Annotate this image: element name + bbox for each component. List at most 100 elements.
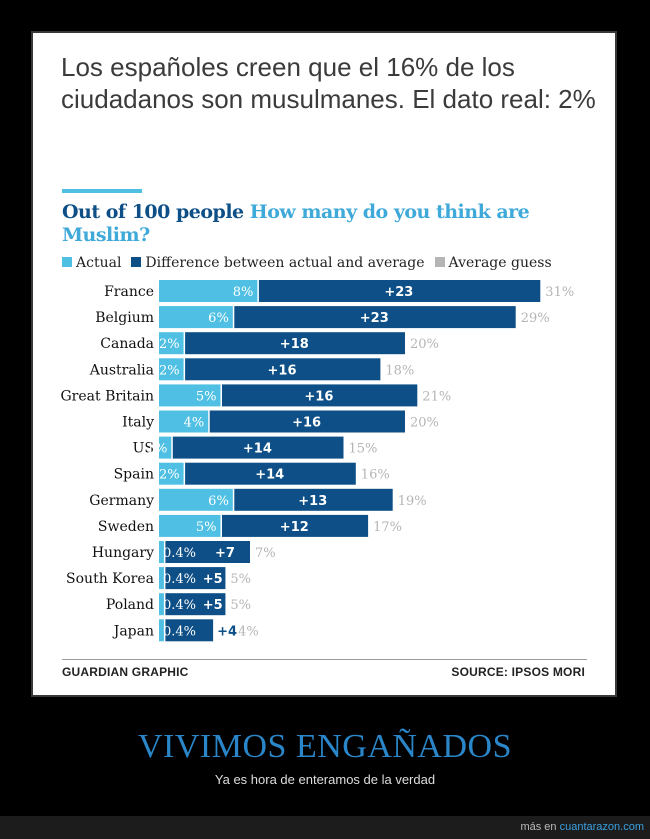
chart-panel: Los españoles creen que el 16% de los ci… <box>31 31 617 697</box>
label-difference: +4 <box>217 624 237 639</box>
bar-actual <box>159 567 164 590</box>
label-difference: +13 <box>298 494 327 509</box>
label-actual: 6% <box>208 311 229 326</box>
bar-difference <box>234 306 516 329</box>
category-label: Spain <box>114 467 154 483</box>
category-label: France <box>104 284 154 300</box>
label-difference: +23 <box>384 285 413 300</box>
category-label: Japan <box>112 623 154 639</box>
label-actual: 0.4% <box>163 546 196 561</box>
graphic-credit: GUARDIAN GRAPHIC <box>62 665 189 679</box>
legend-average: Average guess <box>434 255 552 271</box>
label-average-guess: 15% <box>349 442 378 457</box>
bar-difference <box>165 619 214 642</box>
site-prefix: más en <box>520 821 557 833</box>
bar-difference <box>222 514 369 537</box>
site-credit: más en cuantarazon.com <box>520 821 644 833</box>
category-label: Hungary <box>92 545 154 561</box>
label-average-guess: 19% <box>398 494 427 509</box>
label-average-guess: 16% <box>361 468 390 483</box>
bar-difference <box>185 462 356 485</box>
label-average-guess: 17% <box>373 520 402 535</box>
bar-actual <box>159 462 184 485</box>
label-average-guess: 21% <box>422 389 451 404</box>
site-link[interactable]: cuantarazon.com <box>559 821 644 833</box>
label-average-guess: 20% <box>410 337 439 352</box>
category-label: US <box>133 441 154 457</box>
bar-actual <box>159 358 184 381</box>
label-average-guess: 18% <box>385 363 414 378</box>
label-difference: +16 <box>304 389 333 404</box>
label-difference: +12 <box>280 520 309 535</box>
category-label: Belgium <box>95 310 154 326</box>
label-actual: 4% <box>184 416 205 431</box>
title-accent-rule <box>62 189 142 193</box>
bar-difference <box>172 436 344 459</box>
label-difference: +16 <box>292 416 321 431</box>
label-actual: 6% <box>208 494 229 509</box>
category-label: Great Britain <box>60 388 154 404</box>
label-difference: +14 <box>243 442 272 457</box>
legend-actual: Actual <box>62 255 121 271</box>
bar-chart: France 8% +23 31% Belgium 6% +23 29% Canada 2% +18… <box>60 280 574 642</box>
label-difference: +5 <box>203 598 223 613</box>
legend-label-average: Average guess <box>448 255 552 271</box>
label-difference: +16 <box>268 363 297 378</box>
source-credit: SOURCE: IPSOS MORI <box>451 665 585 679</box>
label-difference: +7 <box>215 546 235 561</box>
category-label: Australia <box>89 362 154 378</box>
bar-actual <box>159 619 164 642</box>
meme-title: VIVIMOS ENGAÑADOS <box>138 728 512 765</box>
label-average-guess: 31% <box>545 285 574 300</box>
bar-difference <box>185 332 405 355</box>
legend-swatch-average <box>434 257 445 267</box>
bar-difference <box>222 384 418 407</box>
label-difference: +18 <box>280 337 309 352</box>
bar-difference <box>234 488 393 511</box>
label-average-guess: 7% <box>255 546 276 561</box>
bar-actual <box>159 306 233 329</box>
label-average-guess: 4% <box>238 624 259 639</box>
legend-label-actual: Actual <box>76 255 122 271</box>
label-actual: 0.4% <box>163 572 196 587</box>
label-actual: 8% <box>233 285 254 300</box>
category-label: Poland <box>106 597 154 613</box>
bar-actual <box>159 541 164 563</box>
bar-difference <box>165 541 251 563</box>
label-actual: 1% <box>147 442 168 457</box>
bar-actual <box>159 280 258 302</box>
bar-actual <box>159 514 221 537</box>
label-actual: 2% <box>159 337 180 352</box>
label-actual: 0.4% <box>163 624 196 639</box>
label-actual: 2% <box>159 363 180 378</box>
category-label: South Korea <box>66 571 154 587</box>
legend-swatch-actual <box>62 257 72 267</box>
category-label: Sweden <box>98 519 154 535</box>
bar-actual <box>159 410 209 433</box>
legend-label-difference: Difference between actual and average <box>145 255 425 271</box>
label-difference: +14 <box>255 468 284 483</box>
bar-difference <box>165 593 226 616</box>
category-label: Canada <box>100 336 154 352</box>
chart-title: Out of 100 people How many do you think … <box>62 201 582 247</box>
label-average-guess: 20% <box>410 416 439 431</box>
label-difference: +23 <box>360 311 389 326</box>
legend-swatch-difference <box>131 257 142 267</box>
chart-title-question: How many do you think are Muslim? <box>62 201 530 246</box>
label-average-guess: 5% <box>230 598 251 613</box>
meme-subtitle: Ya es hora de enteramos de la verdad <box>214 772 436 787</box>
legend-difference: Difference between actual and average <box>131 255 425 271</box>
headline: Los españoles creen que el 16% de los ci… <box>61 52 596 114</box>
bottom-bar: más en cuantarazon.com <box>0 816 650 839</box>
category-label: Italy <box>122 415 154 431</box>
bar-actual <box>159 436 172 459</box>
bar-actual <box>159 332 184 355</box>
label-average-guess: 29% <box>521 311 550 326</box>
category-label: Germany <box>89 493 154 509</box>
bar-actual <box>159 593 164 616</box>
bar-actual <box>159 384 221 407</box>
label-actual: 5% <box>196 520 217 535</box>
chart-legend: Actual Difference between actual and aver… <box>62 255 602 275</box>
bar-difference <box>185 358 381 381</box>
label-actual: 0.4% <box>163 598 196 613</box>
